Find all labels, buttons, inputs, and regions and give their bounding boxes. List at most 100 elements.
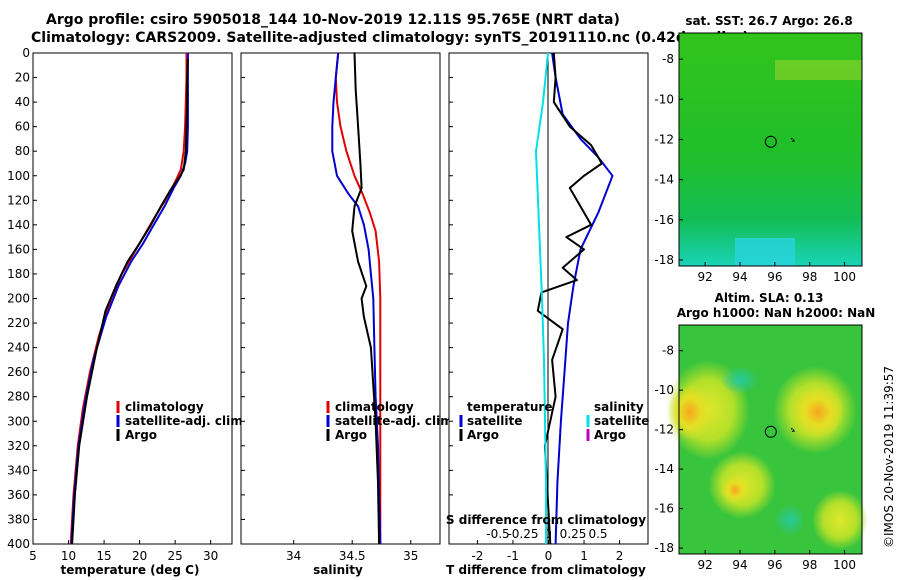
dot bbox=[360, 183, 363, 185]
lat-tick-label: -16 bbox=[654, 502, 674, 516]
dot bbox=[367, 336, 370, 339]
dot bbox=[363, 316, 365, 318]
dot bbox=[356, 107, 358, 110]
dot bbox=[376, 461, 379, 464]
temperature-x-ticks: 5 10 15 20 25 30 bbox=[29, 540, 218, 563]
dot bbox=[358, 264, 361, 267]
depth-tick-label: 80 bbox=[15, 144, 30, 158]
sst-lon-ticks: 92 94 96 98 100 bbox=[698, 262, 856, 284]
dot bbox=[359, 190, 362, 193]
track-arrow bbox=[791, 428, 795, 432]
dot bbox=[359, 166, 362, 169]
sla-blob bbox=[720, 366, 760, 394]
lat-tick-label: -12 bbox=[654, 132, 674, 146]
lon-tick-label: 100 bbox=[833, 270, 856, 284]
lon-tick-label: 96 bbox=[767, 270, 782, 284]
salinity-x-ticks: 34 34.5 35 bbox=[241, 52, 418, 563]
depth-tick-label: 320 bbox=[7, 439, 30, 453]
dot bbox=[368, 341, 371, 344]
dot bbox=[353, 209, 356, 212]
lon-tick-label: 94 bbox=[732, 270, 747, 284]
dot bbox=[357, 196, 359, 199]
dot bbox=[353, 52, 356, 54]
dot bbox=[355, 95, 357, 97]
sst-float-track bbox=[790, 137, 795, 142]
temperature-series bbox=[69, 53, 189, 545]
depth-tick-label: 280 bbox=[7, 390, 30, 404]
legend-sal-satellite: satellite bbox=[594, 414, 649, 428]
lat-tick-label: -12 bbox=[654, 423, 674, 437]
dot bbox=[360, 297, 363, 300]
dot bbox=[375, 430, 377, 433]
dot bbox=[374, 420, 377, 423]
dot bbox=[354, 76, 357, 79]
dot bbox=[353, 58, 356, 60]
depth-tick-label: 20 bbox=[15, 71, 30, 85]
dot bbox=[362, 312, 365, 315]
lat-tick-label: -8 bbox=[662, 52, 674, 66]
dot bbox=[356, 255, 358, 258]
dot bbox=[360, 187, 363, 189]
series-line-argo bbox=[71, 59, 189, 545]
series-line-climatology bbox=[334, 52, 382, 544]
legend-satellite: satellite-adj. clim. bbox=[335, 414, 457, 428]
lat-tick-label: -18 bbox=[654, 541, 674, 555]
sla-float-track bbox=[790, 428, 795, 432]
dot bbox=[356, 119, 359, 122]
dot bbox=[377, 522, 380, 525]
dot bbox=[357, 260, 359, 263]
lon-tick-label: 94 bbox=[732, 558, 747, 572]
temperature-axes-frame bbox=[32, 52, 233, 545]
dot bbox=[353, 205, 356, 208]
x-tick-label: 1 bbox=[580, 549, 588, 563]
lat-tick-label: -14 bbox=[654, 173, 674, 187]
lat-tick-label: -18 bbox=[654, 253, 674, 267]
dot bbox=[363, 291, 365, 294]
sst-warm-patch bbox=[775, 60, 862, 80]
dot bbox=[354, 202, 357, 205]
sst-cool-patch bbox=[735, 238, 795, 266]
depth-tick-label: 300 bbox=[7, 414, 30, 428]
x-tick-label: 0 bbox=[545, 549, 553, 563]
salinity-legend: climatology satellite-adj. clim. Argo bbox=[326, 400, 457, 442]
depth-tick-label: 240 bbox=[7, 341, 30, 355]
x-tick-label: 34.5 bbox=[339, 549, 366, 563]
dot bbox=[355, 101, 358, 103]
dot bbox=[352, 217, 355, 220]
sla-map-title1: Altim. SLA: 0.13 bbox=[715, 291, 824, 305]
dot bbox=[370, 346, 372, 349]
legend-sal-argo: Argo bbox=[594, 428, 626, 442]
dot bbox=[373, 395, 375, 398]
temperature-panel: 0 20 40 60 80 100 120 140 160 180 200 220 240 260 280 3… bbox=[7, 46, 247, 577]
depth-tick-label: 140 bbox=[7, 218, 30, 232]
dot bbox=[371, 371, 374, 374]
depth-tick-label: 360 bbox=[7, 488, 30, 502]
imos-credit: ©IMOS 20-Nov-2019 11:39:57 bbox=[882, 366, 896, 548]
difference-legend: temperature satellite Argo salinity sate… bbox=[459, 400, 649, 442]
dot bbox=[362, 309, 364, 312]
dot bbox=[361, 300, 363, 303]
depth-tick-label: 120 bbox=[7, 193, 30, 207]
temperature-xlabel: temperature (deg C) bbox=[61, 563, 200, 577]
series-line-temperature-argo bbox=[536, 52, 603, 545]
salinity-dotted-profile bbox=[351, 52, 380, 535]
sla-lon-ticks: 92 94 96 98 100 bbox=[698, 550, 856, 572]
x-tick-label: -1 bbox=[507, 549, 519, 563]
x-tick-label: 15 bbox=[96, 549, 111, 563]
dot bbox=[377, 492, 380, 494]
dot bbox=[361, 303, 364, 306]
dot bbox=[353, 240, 356, 243]
top-tick-label: -0.25 bbox=[507, 527, 538, 541]
sla-blob bbox=[792, 386, 844, 438]
dot bbox=[357, 138, 360, 140]
difference-series bbox=[535, 52, 614, 545]
legend-argo: Argo bbox=[335, 428, 367, 442]
dot bbox=[361, 273, 364, 275]
sla-blob bbox=[812, 490, 868, 550]
difference-panel: -2 -1 0 1 2 -0.5-0.25 0 0.250.5 T difference f… bbox=[446, 52, 649, 577]
x-tick-label: 10 bbox=[61, 549, 76, 563]
dot bbox=[360, 174, 362, 177]
dot bbox=[356, 113, 359, 116]
depth-tick-label: 340 bbox=[7, 463, 30, 477]
dot bbox=[372, 383, 375, 386]
